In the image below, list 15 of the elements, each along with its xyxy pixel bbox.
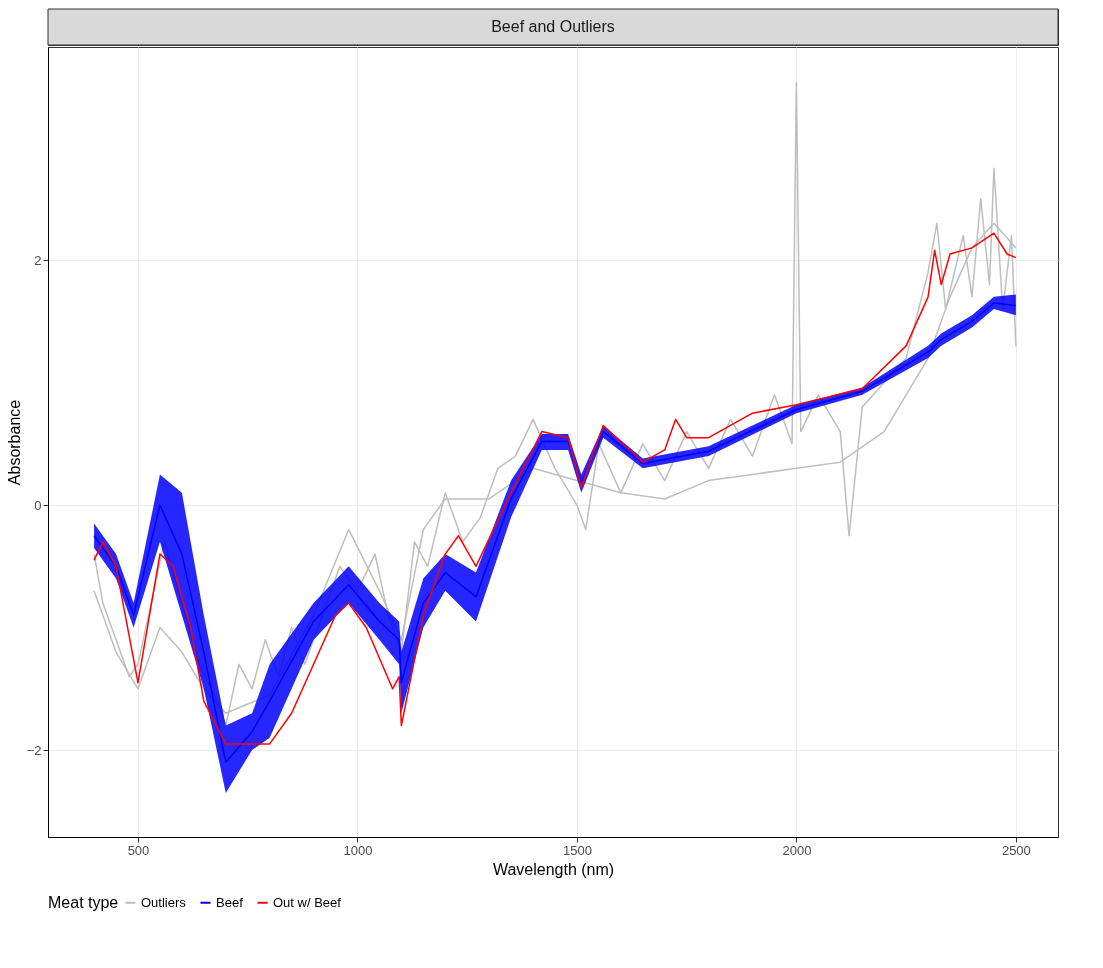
legend-label: Outliers (141, 894, 187, 910)
y-tick-label: −2 (26, 742, 42, 758)
y-tick-label: 2 (34, 252, 42, 268)
x-tick-label: 2500 (1001, 842, 1031, 858)
x-tick-label: 2000 (782, 842, 812, 858)
legend-title: Meat type (48, 894, 119, 911)
x-axis-title: Wavelength (nm) (492, 860, 615, 878)
chart-title: Beef and Outliers (491, 18, 615, 35)
legend-label: Out w/ Beef (273, 894, 342, 910)
y-tick-label: 0 (34, 497, 42, 513)
x-tick-label: 500 (127, 842, 150, 858)
y-axis-title: Absorbance (5, 399, 23, 486)
x-tick-label: 1500 (562, 842, 592, 858)
x-tick-label: 1000 (343, 842, 373, 858)
legend-label: Beef (216, 894, 244, 910)
